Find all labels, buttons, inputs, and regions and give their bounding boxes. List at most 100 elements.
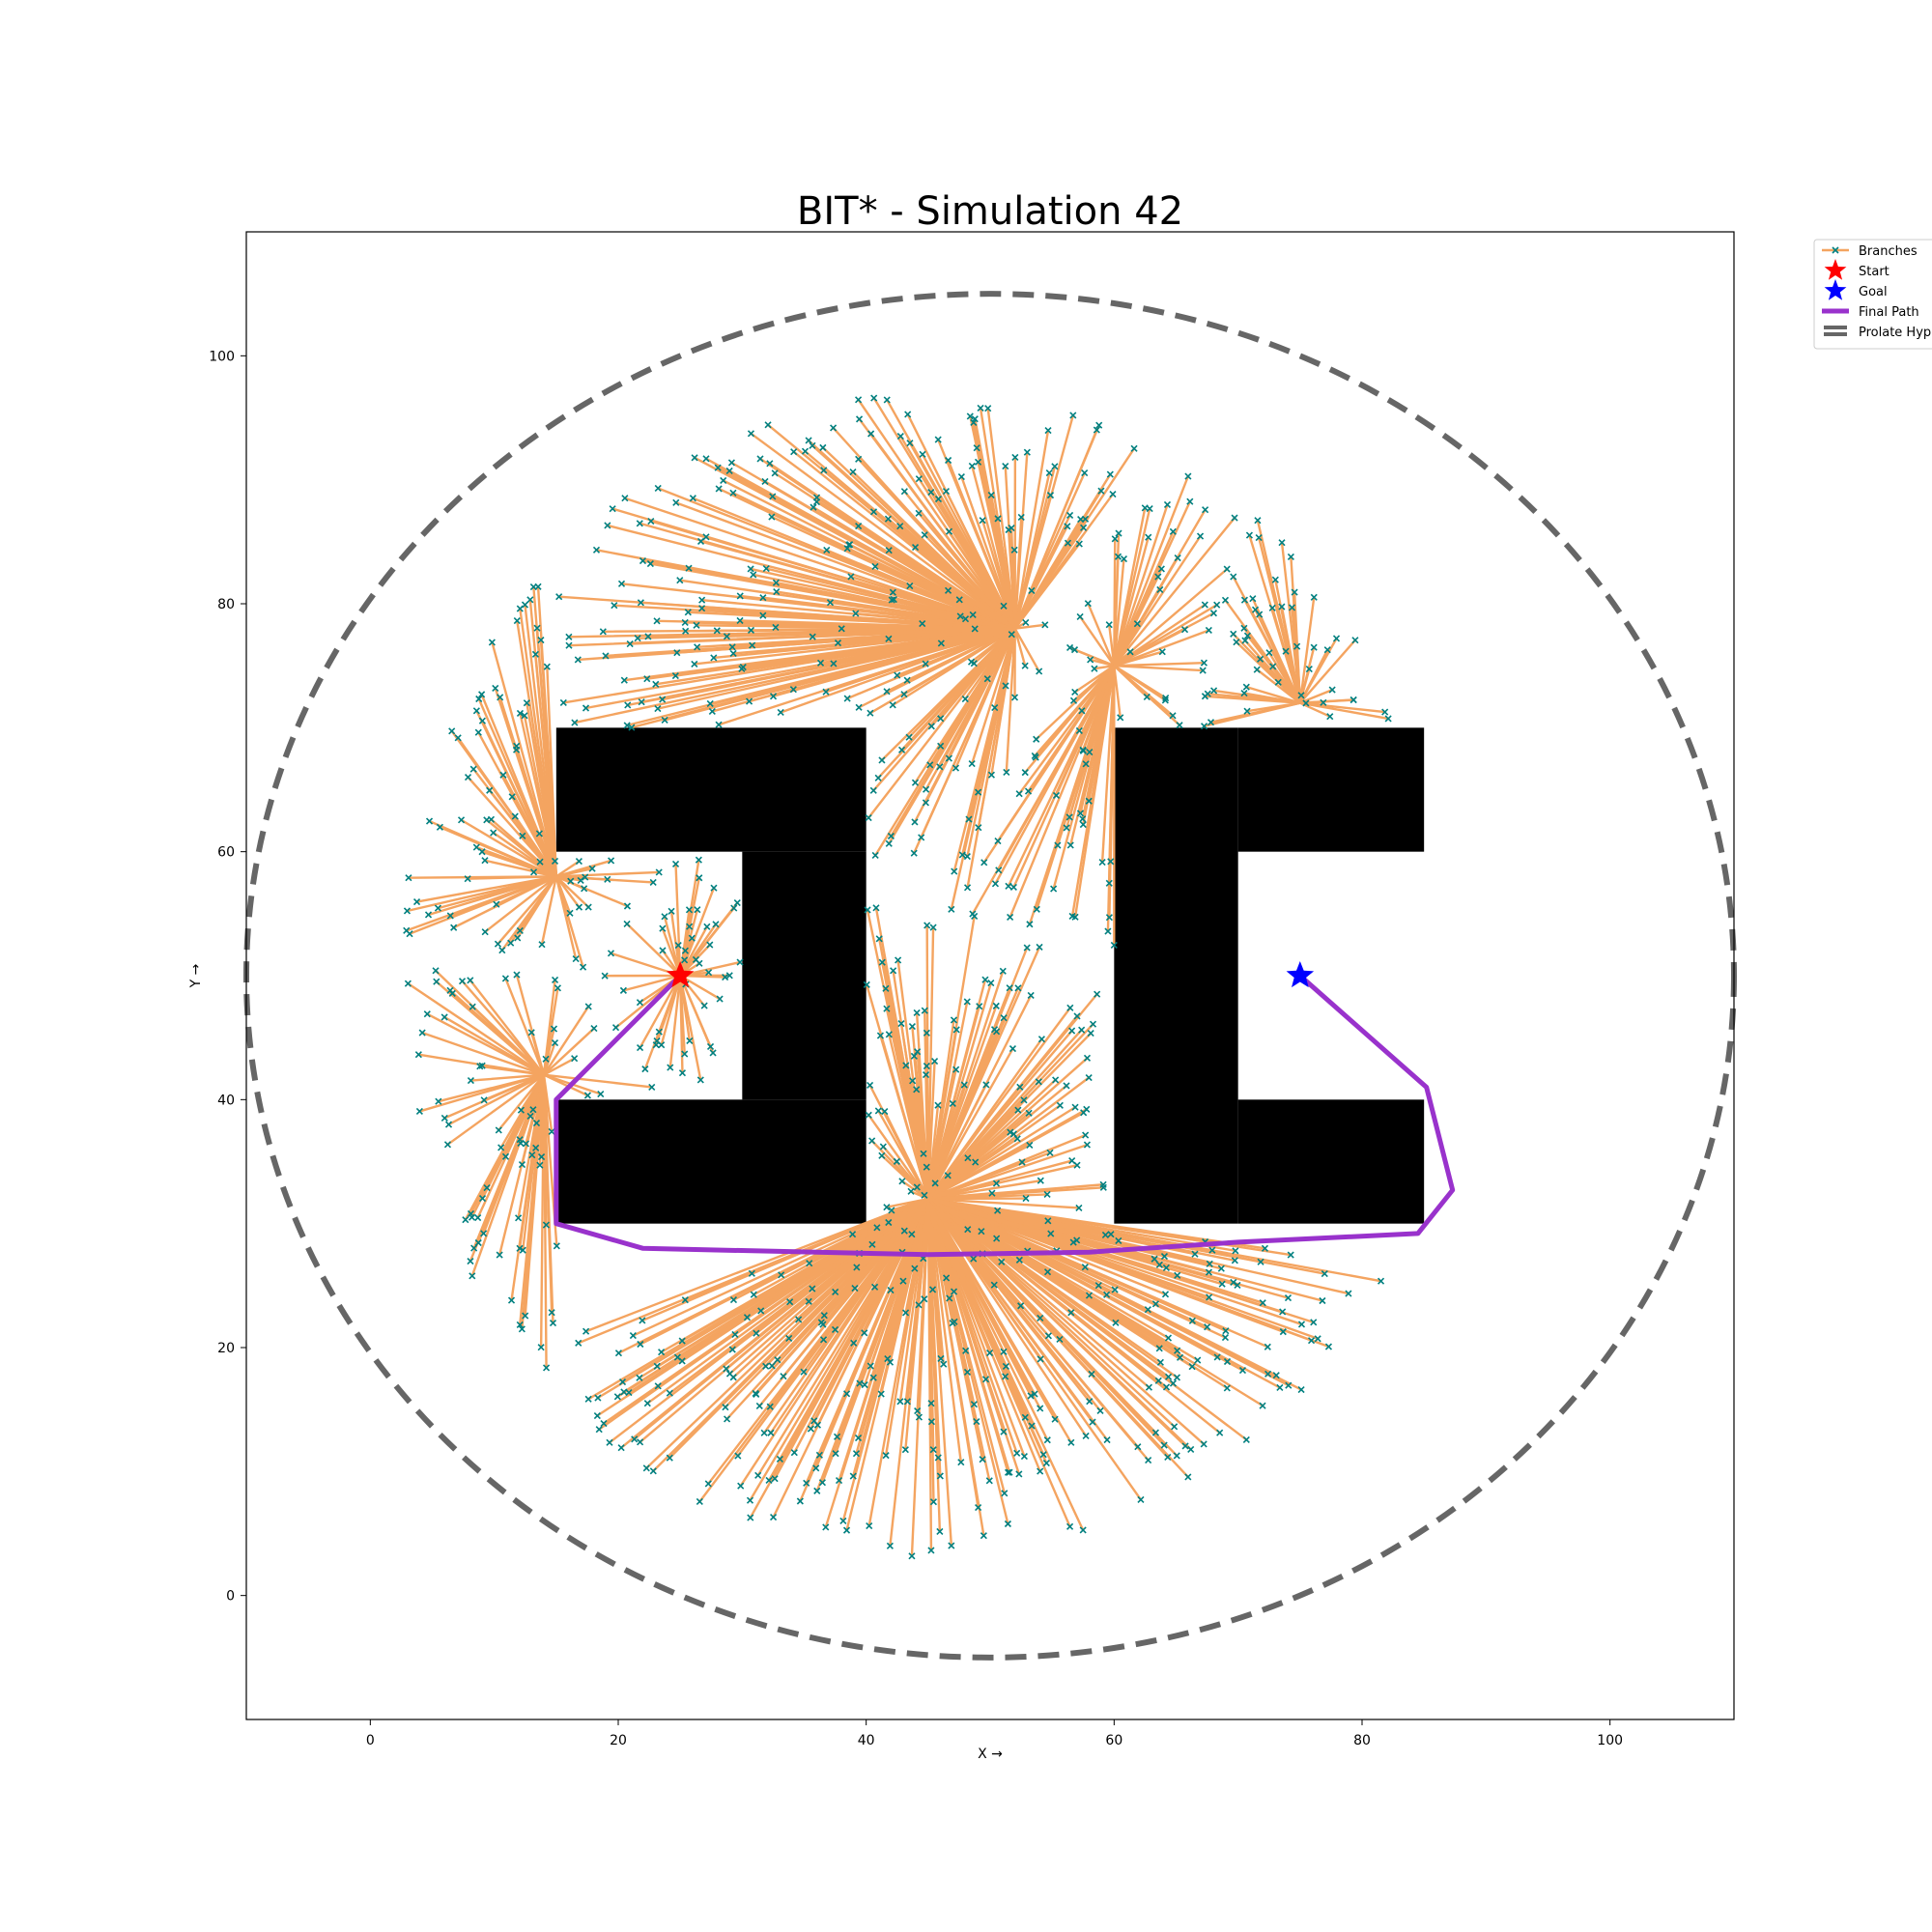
branch-node bbox=[1022, 618, 1030, 626]
plot-frame bbox=[245, 231, 1735, 1720]
branch-node bbox=[1176, 1353, 1184, 1361]
branch-node bbox=[1081, 469, 1089, 477]
branch-edge bbox=[584, 1197, 930, 1333]
branch-node bbox=[745, 697, 753, 705]
branch-edge bbox=[1235, 640, 1302, 704]
branch-node bbox=[1186, 497, 1194, 505]
branch-node bbox=[725, 467, 733, 475]
branch-node bbox=[467, 1077, 474, 1085]
branch-node bbox=[611, 602, 618, 610]
branch-node bbox=[1264, 1370, 1272, 1378]
branch-node bbox=[992, 1179, 1001, 1187]
branch-node bbox=[838, 625, 845, 633]
branch-node bbox=[1264, 1343, 1271, 1350]
branch-node bbox=[542, 1364, 551, 1372]
branch-node bbox=[1209, 610, 1218, 617]
branch-node bbox=[434, 904, 442, 912]
branch-edge bbox=[1113, 588, 1162, 668]
branch-node bbox=[636, 1043, 644, 1052]
branch-node bbox=[927, 488, 935, 497]
legend-goal-star bbox=[1824, 279, 1847, 300]
branch-node bbox=[723, 1365, 730, 1373]
branch-node bbox=[1073, 1012, 1081, 1020]
branch-node bbox=[1151, 1300, 1159, 1308]
branch-node bbox=[1188, 1317, 1196, 1324]
branch-node bbox=[706, 1042, 715, 1050]
branch-node bbox=[865, 814, 872, 822]
branch-node bbox=[754, 1471, 762, 1479]
branch-node bbox=[872, 904, 880, 912]
branch-node bbox=[1115, 1236, 1122, 1244]
branch-node bbox=[895, 956, 902, 964]
branch-node bbox=[1200, 723, 1208, 730]
branch-node bbox=[945, 754, 952, 762]
branch-node bbox=[474, 728, 482, 736]
branch-node bbox=[654, 1382, 662, 1390]
branch-node bbox=[516, 1321, 524, 1328]
final-path bbox=[554, 973, 1456, 1258]
branch-node bbox=[974, 458, 982, 466]
branch-node bbox=[405, 874, 412, 882]
branch-node bbox=[1162, 694, 1170, 702]
branch-node bbox=[1056, 1335, 1064, 1344]
branch-node bbox=[731, 1330, 739, 1338]
branch-node bbox=[1217, 1264, 1225, 1272]
branch-node bbox=[1052, 1076, 1060, 1084]
branch-node bbox=[1036, 943, 1043, 952]
branch-node bbox=[577, 876, 584, 884]
branch-node bbox=[507, 939, 515, 947]
branch-edge bbox=[970, 627, 1016, 765]
branch-edge bbox=[1298, 639, 1357, 704]
branch-edge bbox=[1298, 596, 1316, 704]
branch-node bbox=[748, 1269, 755, 1277]
branch-node bbox=[1105, 914, 1113, 922]
branch-node bbox=[1063, 824, 1070, 832]
branch-node bbox=[433, 978, 440, 985]
branch-edge bbox=[542, 1027, 555, 1076]
branch-edge bbox=[874, 906, 930, 1201]
branch-node bbox=[998, 1258, 1006, 1265]
branch-node bbox=[773, 588, 781, 596]
branch-node bbox=[1109, 490, 1117, 498]
branch-node bbox=[883, 396, 891, 404]
legend-start-star bbox=[1824, 259, 1847, 280]
branch-edge bbox=[807, 439, 1016, 630]
branch-node bbox=[529, 1106, 537, 1114]
branch-node bbox=[1005, 882, 1012, 890]
branch-node bbox=[949, 1099, 956, 1107]
branch-node bbox=[988, 1189, 996, 1197]
branch-node bbox=[772, 579, 780, 586]
branch-node bbox=[1287, 1251, 1294, 1259]
branch-node bbox=[593, 1411, 601, 1420]
branch-node bbox=[952, 1026, 960, 1034]
branch-node bbox=[443, 1141, 452, 1149]
branch-node bbox=[519, 832, 526, 839]
branch-node bbox=[867, 430, 875, 438]
branch-node bbox=[604, 875, 611, 883]
branch-node bbox=[688, 934, 696, 942]
branch-node bbox=[1098, 859, 1106, 867]
branch-node bbox=[785, 1334, 793, 1343]
branch-node bbox=[1162, 1264, 1170, 1272]
branch-node bbox=[909, 1077, 917, 1085]
branch-node bbox=[1107, 858, 1115, 866]
branch-node bbox=[922, 660, 929, 668]
branch-node bbox=[1082, 760, 1090, 768]
branch-node bbox=[885, 547, 893, 554]
branch-node bbox=[747, 565, 754, 573]
branch-node bbox=[696, 959, 703, 967]
branch-node bbox=[1091, 665, 1098, 672]
branch-node bbox=[1278, 539, 1286, 547]
branch-node bbox=[584, 1395, 592, 1403]
branch-node bbox=[550, 1025, 558, 1033]
branch-node bbox=[964, 1154, 972, 1162]
branch-node bbox=[886, 1542, 894, 1549]
branch-node bbox=[936, 1527, 944, 1535]
branch-node bbox=[702, 533, 710, 541]
branch-node bbox=[658, 1041, 666, 1049]
branch-node bbox=[835, 1477, 843, 1485]
branch-node bbox=[1017, 1302, 1025, 1310]
branch-node bbox=[1111, 1286, 1119, 1293]
branch-node bbox=[1232, 1247, 1239, 1255]
branch-node bbox=[878, 958, 886, 966]
